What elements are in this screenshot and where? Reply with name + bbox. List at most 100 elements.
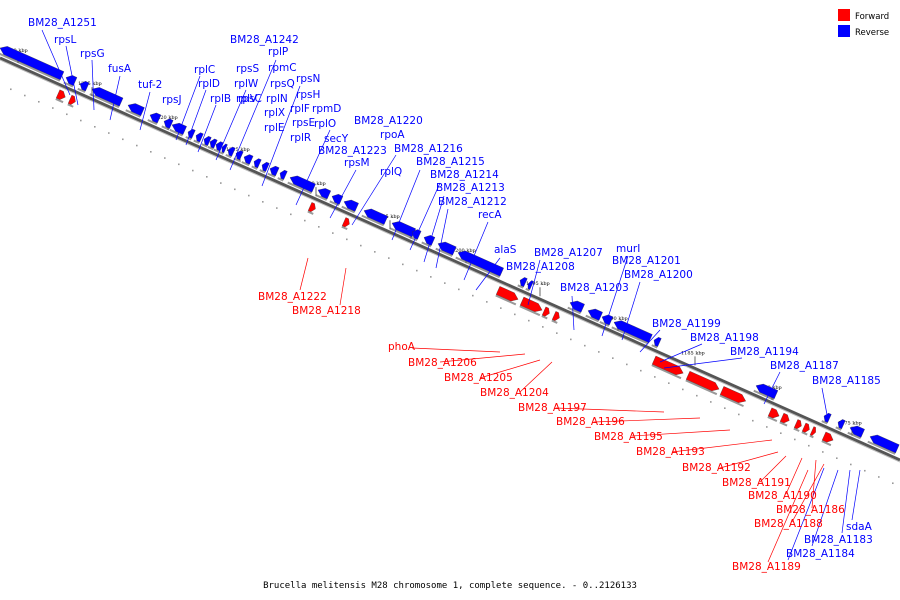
forward-gene-label: BM28_A1190 <box>748 490 817 502</box>
leader-line <box>663 357 743 369</box>
gc-dot <box>332 232 334 234</box>
leader-line <box>479 359 541 379</box>
gc-dot <box>122 138 124 141</box>
leader-line <box>423 195 445 263</box>
leader-line <box>811 469 839 547</box>
gc-dot <box>10 88 12 91</box>
forward-gene-label: BM28_A1206 <box>408 357 477 369</box>
gc-dot <box>178 163 180 166</box>
gc-dot <box>808 444 810 447</box>
tick-label: 1195 kbp <box>526 281 550 287</box>
reverse-gene-arrow <box>207 138 218 151</box>
gc-dot <box>346 238 348 241</box>
leader-line <box>65 45 79 106</box>
leader-line <box>91 59 95 111</box>
reverse-gene-label: BM28_A1242 <box>230 34 299 46</box>
forward-gene-arrow <box>341 217 350 231</box>
gc-dot <box>878 476 880 478</box>
legend: Forward Reverse <box>838 9 889 38</box>
gc-dot <box>150 151 152 153</box>
leader-line <box>139 91 151 131</box>
reverse-gene-label: rpoA <box>380 129 405 141</box>
gc-dot <box>430 276 432 278</box>
reverse-gene-label: rplP <box>268 46 288 58</box>
gc-dot <box>892 482 894 485</box>
gc-dot <box>388 257 390 259</box>
leader-line <box>763 371 781 405</box>
leader-line <box>571 295 575 331</box>
reverse-gene-label: rpmC <box>268 62 297 74</box>
reverse-gene-label: rpsJ <box>162 94 182 106</box>
forward-gene-arrow <box>651 355 684 380</box>
forward-gene-label: BM28_A1191 <box>722 477 791 489</box>
forward-gene-arrow <box>821 431 834 447</box>
leader-line <box>475 257 501 291</box>
gc-dot <box>514 313 516 316</box>
leader-line <box>351 154 397 226</box>
gc-dot <box>136 144 138 147</box>
leader-line <box>329 169 357 219</box>
reverse-gene-arrow <box>193 132 204 144</box>
reverse-gene-label: fusA <box>108 63 132 75</box>
tick-label: 1220 kbp <box>154 115 178 121</box>
gc-dot <box>766 426 768 428</box>
gc-dot <box>458 288 460 291</box>
reverse-gene-label: BM28_A1201 <box>612 255 681 267</box>
leader-line <box>391 169 421 241</box>
gc-dot <box>752 419 754 422</box>
reverse-gene-label: BM28_A1187 <box>770 360 839 372</box>
reverse-gene-arrow <box>161 118 174 131</box>
leader-line <box>767 469 809 563</box>
leader-line <box>463 221 489 281</box>
reverse-gene-arrow <box>259 161 270 174</box>
gc-dot <box>234 188 236 191</box>
reverse-gene-label: rplX <box>264 107 285 119</box>
reverse-gene-arrow <box>147 112 162 126</box>
leader-line <box>409 182 441 251</box>
reverse-gene-label: BM28_A1214 <box>430 169 499 181</box>
reverse-gene-label: BM28_A1184 <box>786 548 855 560</box>
forward-gene-label: BM28_A1196 <box>556 416 625 428</box>
leader-line <box>811 459 817 509</box>
forward-gene-label: BM28_A1222 <box>258 291 327 303</box>
reverse-gene-arrow <box>219 143 228 155</box>
gc-dot <box>668 382 670 384</box>
reverse-gene-label: rpsN <box>296 73 320 85</box>
gc-dot <box>710 401 712 403</box>
gc-dot <box>584 344 586 347</box>
leader-line <box>593 417 701 423</box>
gc-dot <box>822 451 824 453</box>
reverse-gene-label: BM28_A1213 <box>436 182 505 194</box>
leader-line <box>41 29 71 96</box>
reverse-gene-label: rpsH <box>296 89 320 101</box>
gc-dot <box>654 376 656 378</box>
reverse-gene-arrow <box>611 320 653 345</box>
reverse-gene-arrow <box>525 280 534 292</box>
gc-dot <box>52 107 54 109</box>
reverse-gene-arrow <box>329 194 344 207</box>
forward-gene-arrow <box>779 412 790 427</box>
leader-line <box>555 407 665 413</box>
reverse-gene-label: BM28_A1199 <box>652 318 721 330</box>
forward-gene-label: BM28_A1218 <box>292 305 361 317</box>
reverse-gene-arrow <box>287 175 316 195</box>
reverse-gene-label: BM28_A1207 <box>534 247 603 259</box>
gc-dot <box>304 219 306 222</box>
reverse-gene-label: rpsG <box>80 48 105 60</box>
reverse-gene-arrow <box>63 75 78 88</box>
reverse-gene-label: BM28_A1200 <box>624 269 693 281</box>
gc-dot <box>276 207 278 209</box>
gc-dot <box>682 388 684 391</box>
leader-line <box>527 259 541 306</box>
legend-reverse-swatch <box>838 25 850 37</box>
leader-line <box>671 439 773 453</box>
tick-label: 1205 kbp <box>376 214 400 220</box>
reverse-gene-arrow <box>241 154 254 167</box>
reverse-gene-label: rpsM <box>344 157 370 169</box>
forward-gene-label: BM28_A1204 <box>480 387 549 399</box>
gc-dots <box>10 88 894 485</box>
gc-dot <box>402 263 404 266</box>
forward-gene-label: BM28_A1195 <box>594 431 663 443</box>
gc-dot <box>262 201 264 203</box>
